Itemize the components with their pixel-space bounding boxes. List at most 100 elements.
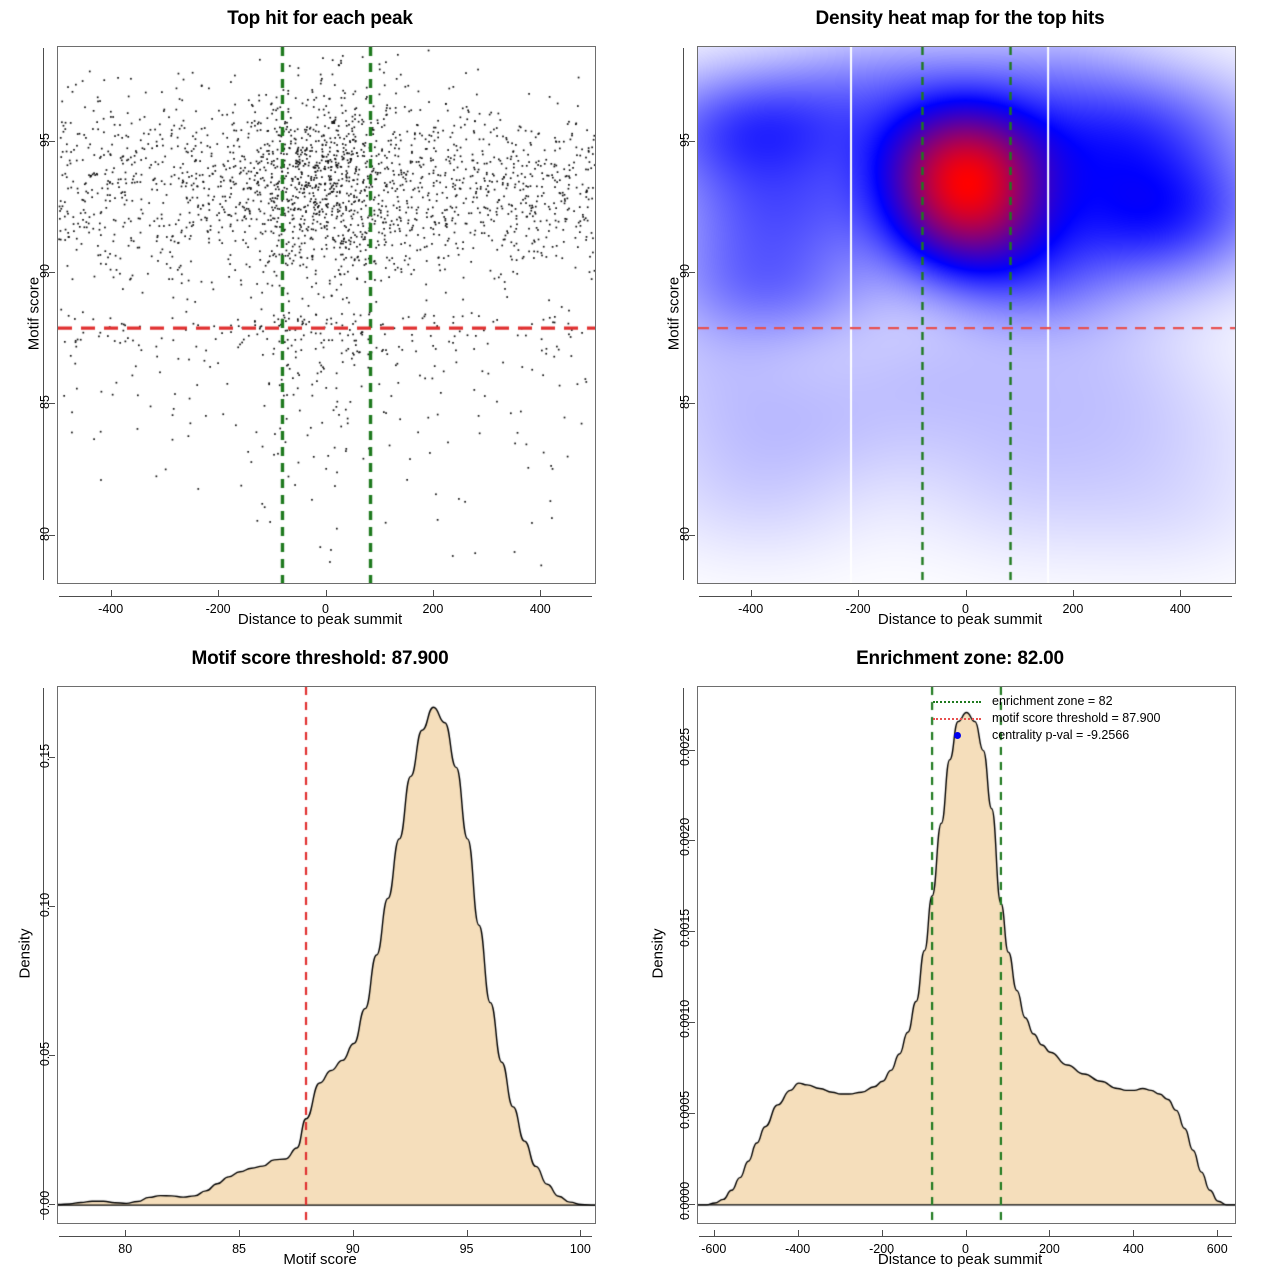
- y-tick-mark: [689, 1112, 695, 1114]
- y-tick-label: 0.15: [38, 744, 52, 769]
- y-tick-label: 0.05: [38, 1042, 52, 1067]
- x-tick-label: 85: [232, 1242, 246, 1256]
- legend-key-line: [928, 717, 986, 720]
- x-tick-label: -200: [845, 602, 871, 616]
- x-tick-label: 100: [569, 1242, 591, 1256]
- panel-motif-score-density: Motif score threshold: 87.900 Density Mo…: [0, 640, 640, 1280]
- x-tick-label: 600: [1206, 1242, 1228, 1256]
- scatter-canvas: [58, 47, 595, 583]
- x-tick-label: -400: [785, 1242, 811, 1256]
- y-axis-line: [683, 48, 684, 580]
- x-tick-mark: [965, 590, 967, 596]
- y-tick-label: 0.0020: [678, 818, 692, 857]
- y-tick-label: 0.0025: [678, 727, 692, 766]
- x-tick-mark: [352, 1230, 354, 1236]
- x-tick-mark: [750, 590, 752, 596]
- y-axis-label-bottom-left: Density: [16, 928, 34, 979]
- y-tick-mark: [689, 840, 695, 842]
- x-tick-mark: [1049, 1230, 1051, 1236]
- x-tick-label: 200: [422, 602, 444, 616]
- x-tick-mark: [881, 1230, 883, 1236]
- distance-density-canvas: [698, 687, 1235, 1223]
- panel-title-bottom-right: Enrichment zone: 82.00: [856, 648, 1064, 669]
- legend-key-line: [928, 700, 986, 703]
- x-tick-label: 80: [118, 1242, 133, 1256]
- y-tick-label: 80: [678, 526, 692, 541]
- y-tick-mark: [689, 140, 695, 142]
- x-tick-mark: [797, 1230, 799, 1236]
- x-tick-mark: [713, 1230, 715, 1236]
- x-tick-label: 95: [459, 1242, 474, 1256]
- y-tick-mark: [49, 534, 55, 536]
- y-tick-mark: [49, 403, 55, 405]
- x-tick-label: 90: [345, 1242, 360, 1256]
- y-tick-mark: [49, 140, 55, 142]
- x-axis-label-top-left: Distance to peak summit: [237, 611, 403, 628]
- x-tick-label: -200: [869, 1242, 895, 1256]
- x-tick-mark: [1180, 590, 1182, 596]
- y-tick-label: 95: [38, 132, 52, 147]
- x-axis-label-top-right: Distance to peak summit: [877, 611, 1043, 628]
- x-tick-label: 0: [962, 1242, 969, 1256]
- x-tick-mark: [580, 1230, 582, 1236]
- x-axis-label-bottom-right: Distance to peak summit: [877, 1251, 1043, 1268]
- y-tick-label: 0.10: [38, 893, 52, 918]
- x-tick-mark: [218, 590, 220, 596]
- legend-label: motif score threshold = 87.900: [992, 711, 1161, 725]
- y-tick-mark: [689, 534, 695, 536]
- y-axis-label-bottom-right: Density: [649, 928, 667, 979]
- y-tick-mark: [689, 749, 695, 751]
- x-tick-label: 400: [1169, 602, 1191, 616]
- y-tick-mark: [689, 271, 695, 273]
- x-tick-mark: [239, 1230, 241, 1236]
- x-tick-label: -600: [701, 1242, 727, 1256]
- panel-title-top-right: Density heat map for the top hits: [815, 8, 1105, 29]
- x-tick-label: 200: [1038, 1242, 1060, 1256]
- panel-title-top-left: Top hit for each peak: [227, 8, 413, 29]
- y-tick-label: 90: [38, 264, 52, 278]
- x-tick-mark: [858, 590, 860, 596]
- x-tick-mark: [125, 1230, 127, 1236]
- legend-dashed-line-icon: [933, 700, 981, 703]
- y-tick-mark: [49, 1204, 55, 1206]
- y-tick-mark: [689, 931, 695, 933]
- plot-area-top-left: [57, 46, 596, 584]
- y-tick-mark: [49, 757, 55, 759]
- panel-top-hit-scatter: Top hit for each peak Motif score Distan…: [0, 0, 640, 640]
- plot-area-top-right: [697, 46, 1236, 584]
- y-axis-line: [43, 688, 44, 1220]
- x-tick-mark: [432, 590, 434, 596]
- x-tick-mark: [1133, 1230, 1135, 1236]
- y-tick-label: 90: [678, 264, 692, 278]
- legend-item: motif score threshold = 87.900: [928, 710, 1161, 727]
- x-tick-label: 200: [1062, 602, 1084, 616]
- legend: enrichment zone = 82 motif score threshol…: [928, 693, 1161, 744]
- x-tick-label: 0: [322, 602, 329, 616]
- x-tick-label: -400: [98, 602, 124, 616]
- y-tick-mark: [49, 1055, 55, 1057]
- x-axis-line: [59, 1236, 592, 1237]
- y-tick-mark: [49, 271, 55, 273]
- legend-label: centrality p-val = -9.2566: [992, 728, 1130, 742]
- y-tick-label: 0.0010: [678, 999, 692, 1039]
- x-tick-mark: [325, 590, 327, 596]
- panel-density-heatmap: Density heat map for the top hits Motif …: [640, 0, 1280, 640]
- x-tick-label: 400: [529, 602, 551, 616]
- heatmap-canvas: [698, 47, 1235, 583]
- x-tick-label: -200: [205, 602, 231, 616]
- x-tick-mark: [540, 590, 542, 596]
- y-tick-mark: [689, 1203, 695, 1205]
- x-axis-line: [699, 596, 1232, 597]
- x-tick-mark: [1217, 1230, 1219, 1236]
- x-axis-line: [699, 1236, 1232, 1237]
- x-tick-label: 400: [1122, 1242, 1144, 1256]
- y-tick-label: 80: [38, 526, 52, 541]
- plot-area-bottom-right: [697, 686, 1236, 1224]
- y-tick-label: 0.0000: [678, 1181, 692, 1220]
- legend-item: centrality p-val = -9.2566: [928, 727, 1161, 744]
- legend-label: enrichment zone = 82: [992, 694, 1113, 708]
- x-tick-mark: [965, 1230, 967, 1236]
- legend-point-marker-icon: [953, 732, 961, 739]
- x-axis-line: [59, 596, 592, 597]
